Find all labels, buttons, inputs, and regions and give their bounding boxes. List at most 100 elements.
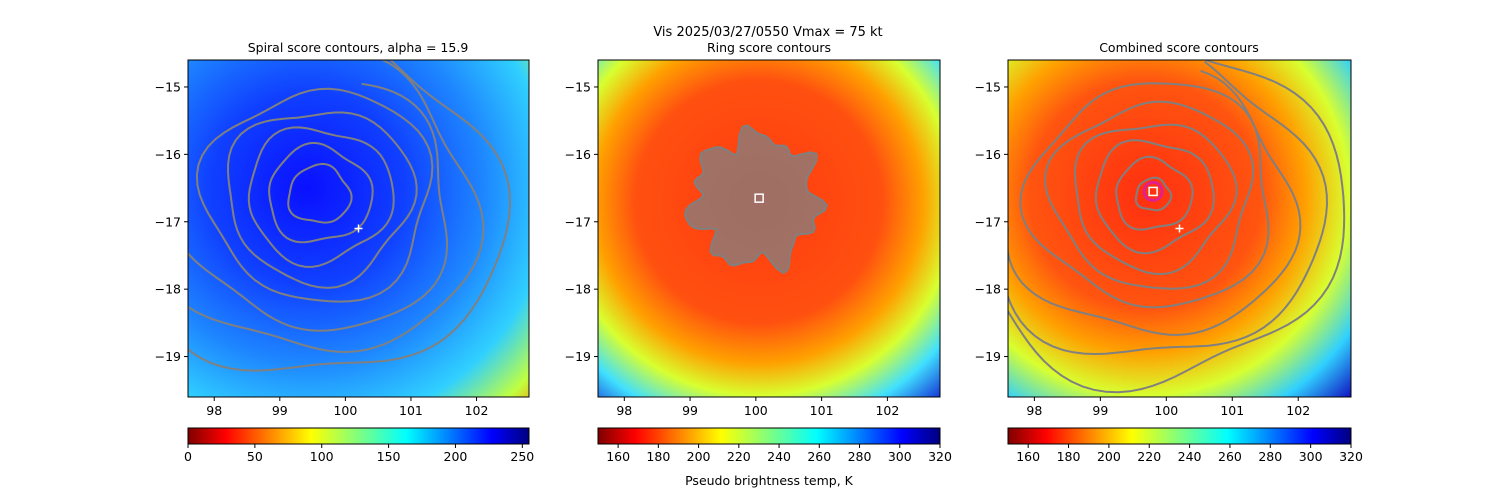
colorbar-tick-label: 300 [1299,449,1323,464]
colorbar-tick-label: 250 [510,449,534,464]
x-tick-label: 102 [1286,403,1310,418]
colorbar-tick-label: 160 [606,449,630,464]
colorbar-tick-label: 200 [1097,449,1121,464]
markers [754,193,764,203]
colorbar-ticks: 160 180 200 220 240 260 280 300 320 [1016,444,1363,464]
y-tick-label: −18 [565,282,591,297]
colorbar-bar [187,427,530,445]
score-contour [1094,139,1215,255]
markers [1142,180,1184,233]
colorbar-tick-label: 240 [1178,449,1202,464]
x-tick-label: 98 [206,403,222,418]
score-contour [1008,60,1329,356]
colorbar-bar [1007,427,1352,445]
x-tick-label: 102 [875,403,899,418]
score-contour [1008,69,1302,336]
y-tick-label: −16 [155,147,181,162]
score-contour [188,60,485,354]
panel-title: Combined score contours [1099,40,1259,55]
axes: 98 99 100 101 102 −15 −16 −17 −18 −19 [565,79,900,418]
x-tick-label: 100 [1154,403,1178,418]
y-tick-label: −19 [155,349,181,364]
score-contour [195,87,434,303]
score-contour [247,126,395,268]
colorbar-label: Pseudo brightness temp, K [685,473,854,488]
y-tick-label: −17 [155,214,181,229]
colorbar-tick-label: 0 [184,449,192,464]
plot-frame [1007,59,1352,398]
x-tick-label: 98 [616,403,632,418]
x-tick-label: 99 [1092,403,1108,418]
score-contour [1115,155,1194,231]
y-tick-label: −16 [975,147,1001,162]
colorbar-tick-label: 260 [1218,449,1242,464]
center-square-marker [754,193,764,203]
colorbar-tick-label: 240 [767,449,791,464]
score-contour [1134,176,1173,212]
plot-frame [187,59,530,398]
x-tick-label: 98 [1026,403,1042,418]
score-contour [287,162,353,224]
colorbar: 160 180 200 220 240 260 280 300 320 [1007,427,1363,464]
plot-frame [597,59,941,398]
panel-ring: Ring score contours 98 99 100 101 102 −15 −16 −… [565,40,952,488]
score-contour [226,111,418,289]
colorbar-tick-label: 200 [687,449,711,464]
colorbar-tick-label: 150 [377,449,401,464]
y-tick-label: −18 [155,282,181,297]
colorbar-ticks: 160 180 200 220 240 260 280 300 320 [606,444,952,464]
score-contour [188,82,449,332]
y-tick-label: −19 [565,349,591,364]
score-contour [268,141,374,244]
y-tick-label: −19 [975,349,1001,364]
colorbar-tick-label: 260 [807,449,831,464]
spiral-contours [188,60,512,372]
axes: 98 99 100 101 102 −15 −16 −17 −18 −19 [975,79,1311,418]
axes: 98 99 100 101 102 −15 −16 −17 −18 −19 [155,79,489,418]
x-tick-label: 99 [682,403,698,418]
x-tick-label: 102 [465,403,489,418]
panel-spiral: Spiral score contours, alpha = 15.9 98 99… [155,40,535,464]
colorbar-tick-label: 320 [928,449,952,464]
score-contour [1073,123,1238,276]
score-contour [1008,60,1346,394]
colorbar-tick-label: 100 [310,449,334,464]
colorbar-tick-label: 160 [1016,449,1040,464]
combined-contours [1008,60,1346,394]
colorbar-tick-label: 280 [1258,449,1282,464]
colorbar-tick-label: 200 [444,449,468,464]
panel-title: Spiral score contours, alpha = 15.9 [248,40,469,55]
colorbar-tick-label: 220 [727,449,751,464]
ring-score-region [684,124,829,275]
colorbar-ticks: 0 50 100 150 200 250 [184,444,534,464]
eye-plus-marker [1175,224,1184,233]
x-tick-label: 100 [744,403,768,418]
y-tick-label: −17 [975,214,1001,229]
colorbar: 0 50 100 150 200 250 [184,427,534,464]
colorbar-tick-label: 280 [848,449,872,464]
colorbar-bar [597,427,941,445]
x-tick-label: 101 [399,403,423,418]
y-tick-label: −16 [565,147,591,162]
center-ring-marker [1142,180,1164,202]
score-contour [188,60,512,372]
colorbar-tick-label: 220 [1137,449,1161,464]
x-tick-label: 101 [1220,403,1244,418]
x-tick-label: 99 [272,403,288,418]
y-tick-label: −15 [155,79,181,94]
score-contour [1043,100,1255,290]
y-tick-label: −18 [975,282,1001,297]
y-tick-label: −15 [975,79,1001,94]
panel-title: Ring score contours [707,40,831,55]
x-tick-label: 101 [810,403,834,418]
colorbar-tick-label: 300 [888,449,912,464]
panel-combined: Combined score contours 98 99 100 101 102 −15… [975,40,1363,464]
markers [354,224,363,233]
colorbar-tick-label: 180 [646,449,670,464]
center-square-marker [1148,186,1158,197]
ring-contours [684,124,829,275]
figure-suptitle: Vis 2025/03/27/0550 Vmax = 75 kt [653,25,882,40]
y-tick-label: −17 [565,214,591,229]
colorbar-tick-label: 320 [1339,449,1363,464]
